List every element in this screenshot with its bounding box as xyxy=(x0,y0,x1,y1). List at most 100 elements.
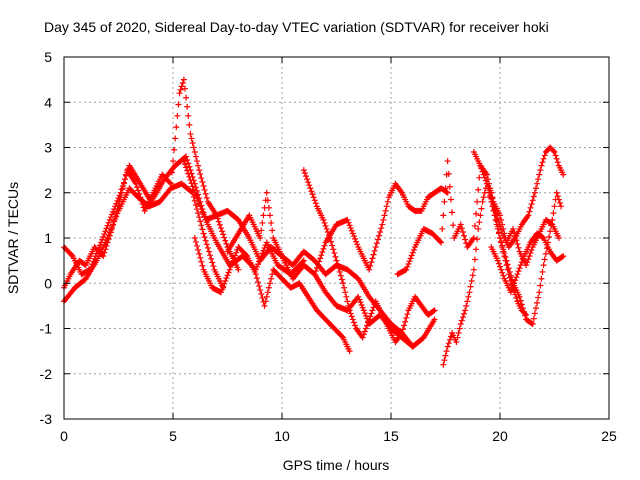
data-point xyxy=(500,246,507,253)
series-track-g xyxy=(300,167,438,346)
data-point xyxy=(554,159,561,166)
data-point xyxy=(489,198,496,205)
data-point xyxy=(370,251,377,258)
data-point xyxy=(333,257,340,264)
data-point xyxy=(197,254,204,261)
data-point xyxy=(493,211,500,218)
data-point xyxy=(170,158,176,165)
data-point xyxy=(369,255,376,262)
data-point xyxy=(200,182,207,189)
data-point xyxy=(446,183,453,190)
data-point xyxy=(173,124,180,131)
data-point xyxy=(193,242,200,249)
data-point xyxy=(124,169,131,176)
data-point xyxy=(367,313,374,320)
data-point xyxy=(94,247,101,254)
data-point xyxy=(186,173,193,180)
data-point xyxy=(450,222,457,229)
data-point xyxy=(379,221,386,228)
data-point xyxy=(550,147,557,154)
data-point xyxy=(445,170,452,177)
y-tick-label: -1 xyxy=(40,321,53,337)
data-point xyxy=(347,310,354,317)
data-point xyxy=(186,121,193,128)
data-point xyxy=(334,261,341,268)
data-point xyxy=(445,340,452,347)
data-point xyxy=(449,209,456,216)
data-point xyxy=(552,152,559,159)
data-point xyxy=(475,186,482,193)
data-point xyxy=(477,162,484,169)
x-tick-label: 25 xyxy=(601,428,617,444)
data-point xyxy=(410,246,417,253)
data-point xyxy=(373,240,380,247)
data-point xyxy=(352,322,359,329)
data-point xyxy=(195,246,202,253)
data-point xyxy=(485,185,492,192)
data-point xyxy=(336,268,343,275)
data-point xyxy=(120,179,127,186)
data-point xyxy=(442,185,449,192)
y-tick-label: 0 xyxy=(44,275,52,291)
data-point xyxy=(116,192,123,199)
y-tick-label: 3 xyxy=(44,140,52,156)
data-point xyxy=(111,218,118,225)
data-point xyxy=(343,293,350,300)
data-point xyxy=(222,277,229,284)
data-point xyxy=(470,266,477,273)
data-point xyxy=(461,232,468,239)
data-point xyxy=(264,197,271,204)
data-point xyxy=(216,221,223,228)
data-point xyxy=(536,289,543,296)
data-point xyxy=(462,307,469,314)
data-point xyxy=(235,266,242,273)
x-tick-label: 10 xyxy=(274,428,290,444)
data-point xyxy=(209,259,216,266)
data-point xyxy=(309,191,316,198)
data-point xyxy=(478,165,485,172)
data-point xyxy=(526,253,533,260)
data-point xyxy=(352,235,359,242)
data-point xyxy=(511,280,518,287)
data-point xyxy=(446,336,453,343)
data-point xyxy=(377,228,384,235)
axis-ticks xyxy=(63,56,610,420)
data-point xyxy=(494,257,501,264)
data-point xyxy=(537,167,544,174)
data-point xyxy=(473,210,480,217)
data-point xyxy=(187,177,194,184)
series-track-i xyxy=(394,158,562,278)
data-point xyxy=(355,293,362,300)
data-point xyxy=(265,204,272,211)
series-track-h xyxy=(311,180,451,278)
data-point xyxy=(461,310,468,317)
data-point xyxy=(526,208,533,215)
data-point xyxy=(508,276,515,283)
data-point xyxy=(305,179,312,186)
data-point xyxy=(180,76,187,83)
data-point xyxy=(540,155,547,162)
data-point xyxy=(203,241,210,248)
data-point xyxy=(108,224,115,231)
data-point xyxy=(172,135,179,142)
data-point xyxy=(365,319,372,326)
data-point xyxy=(457,221,464,228)
data-point xyxy=(195,210,202,217)
data-point xyxy=(221,280,228,287)
data-point xyxy=(346,348,353,355)
data-point xyxy=(498,266,505,273)
data-point xyxy=(555,235,562,241)
data-point xyxy=(183,164,190,171)
data-point xyxy=(540,262,547,269)
data-point xyxy=(104,222,111,229)
data-point xyxy=(444,343,451,350)
data-point xyxy=(331,250,338,257)
data-point xyxy=(115,195,122,202)
data-point xyxy=(193,195,200,202)
data-point xyxy=(442,352,449,359)
data-point xyxy=(231,255,238,262)
data-point xyxy=(180,158,187,165)
data-point xyxy=(479,198,486,205)
data-point xyxy=(444,158,451,165)
data-point xyxy=(399,326,406,333)
